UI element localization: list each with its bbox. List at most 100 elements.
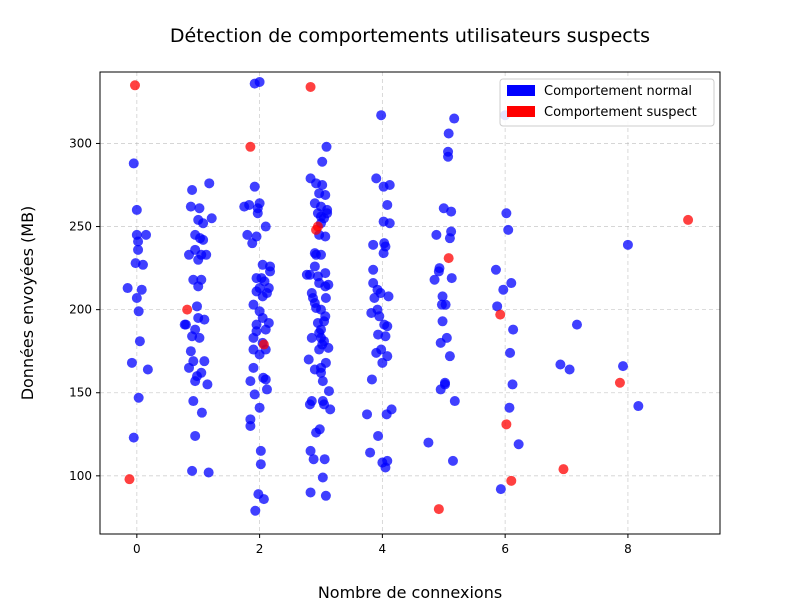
normal-point (505, 347, 516, 358)
normal-point (131, 204, 142, 215)
normal-point (131, 293, 142, 304)
normal-point (320, 268, 331, 279)
normal-point (322, 204, 333, 215)
normal-point (320, 231, 331, 242)
normal-point (309, 261, 320, 272)
normal-point (618, 361, 629, 372)
normal-point (320, 189, 331, 200)
legend-box (499, 78, 715, 127)
normal-point (198, 218, 209, 229)
normal-point (255, 459, 266, 470)
normal-point (429, 274, 440, 285)
data-points (122, 76, 694, 516)
normal-point (128, 432, 139, 443)
legend: Comportement normal Comportement suspect (499, 78, 715, 127)
suspect-point (182, 304, 193, 315)
normal-point (315, 324, 326, 335)
normal-point (384, 180, 395, 191)
y-tick-label: 200 (69, 303, 92, 317)
normal-point (128, 158, 139, 169)
normal-point (368, 239, 379, 250)
x-tick-label: 6 (501, 542, 509, 556)
suspect-point (129, 80, 140, 91)
normal-point (315, 367, 326, 378)
suspect-point (258, 339, 269, 350)
normal-point (555, 359, 566, 370)
normal-point (386, 404, 397, 415)
normal-point (437, 316, 448, 327)
suspect-point (506, 475, 517, 486)
normal-point (443, 128, 454, 139)
normal-point (320, 357, 331, 368)
normal-point (248, 299, 259, 310)
normal-point (190, 324, 201, 335)
suspect-point (501, 419, 512, 430)
normal-point (375, 288, 386, 299)
normal-point (180, 319, 191, 330)
normal-point (202, 379, 213, 390)
normal-point (191, 301, 202, 312)
normal-point (323, 279, 334, 290)
normal-point (437, 291, 448, 302)
normal-point (249, 181, 260, 192)
plot-area-frame (99, 71, 721, 535)
normal-point (446, 206, 457, 217)
normal-point (260, 374, 271, 385)
suspect-point (312, 221, 323, 232)
normal-point (365, 447, 376, 458)
normal-point (443, 151, 454, 162)
normal-point (142, 364, 153, 375)
suspect-point (614, 377, 625, 388)
suspect-point (305, 81, 316, 92)
normal-point (383, 291, 394, 302)
normal-point (245, 420, 256, 431)
normal-point (382, 199, 393, 210)
x-axis-label: Nombre de connexions (318, 583, 502, 600)
normal-point (373, 430, 384, 441)
normal-point (255, 445, 266, 456)
y-axis-label: Données envoyées (MB) (18, 206, 37, 401)
normal-point (633, 401, 644, 412)
normal-point (315, 249, 326, 260)
normal-point (317, 156, 328, 167)
normal-point (134, 336, 145, 347)
normal-point (196, 367, 207, 378)
normal-point (490, 264, 501, 275)
suspect-point (558, 464, 569, 475)
normal-point (136, 284, 147, 295)
y-tick-label: 150 (69, 386, 92, 400)
normal-point (263, 317, 274, 328)
normal-point (252, 208, 263, 219)
normal-point (513, 439, 524, 450)
normal-point (198, 234, 209, 245)
grid-lines (100, 72, 720, 534)
normal-point (449, 396, 460, 407)
normal-point (440, 299, 451, 310)
normal-point (423, 437, 434, 448)
normal-point (325, 404, 336, 415)
suspect-point (495, 309, 506, 320)
normal-point (320, 293, 331, 304)
legend-label-normal: Comportement normal (544, 84, 692, 99)
normal-point (190, 430, 201, 441)
normal-point (194, 203, 205, 214)
normal-point (304, 269, 315, 280)
normal-point (206, 213, 217, 224)
normal-point (254, 198, 265, 209)
y-tick-label: 250 (69, 220, 92, 234)
suspect-point (443, 253, 454, 264)
normal-point (376, 344, 387, 355)
normal-point (248, 362, 259, 373)
y-tick-label: 300 (69, 136, 92, 150)
normal-point (564, 364, 575, 375)
normal-point (314, 424, 325, 435)
normal-point (137, 259, 148, 270)
suspect-point (124, 474, 135, 485)
normal-point (434, 263, 445, 274)
normal-point (380, 331, 391, 342)
normal-point (188, 356, 199, 367)
normal-point (254, 402, 265, 413)
normal-point (263, 283, 274, 294)
normal-point (317, 180, 328, 191)
normal-point (449, 113, 460, 124)
